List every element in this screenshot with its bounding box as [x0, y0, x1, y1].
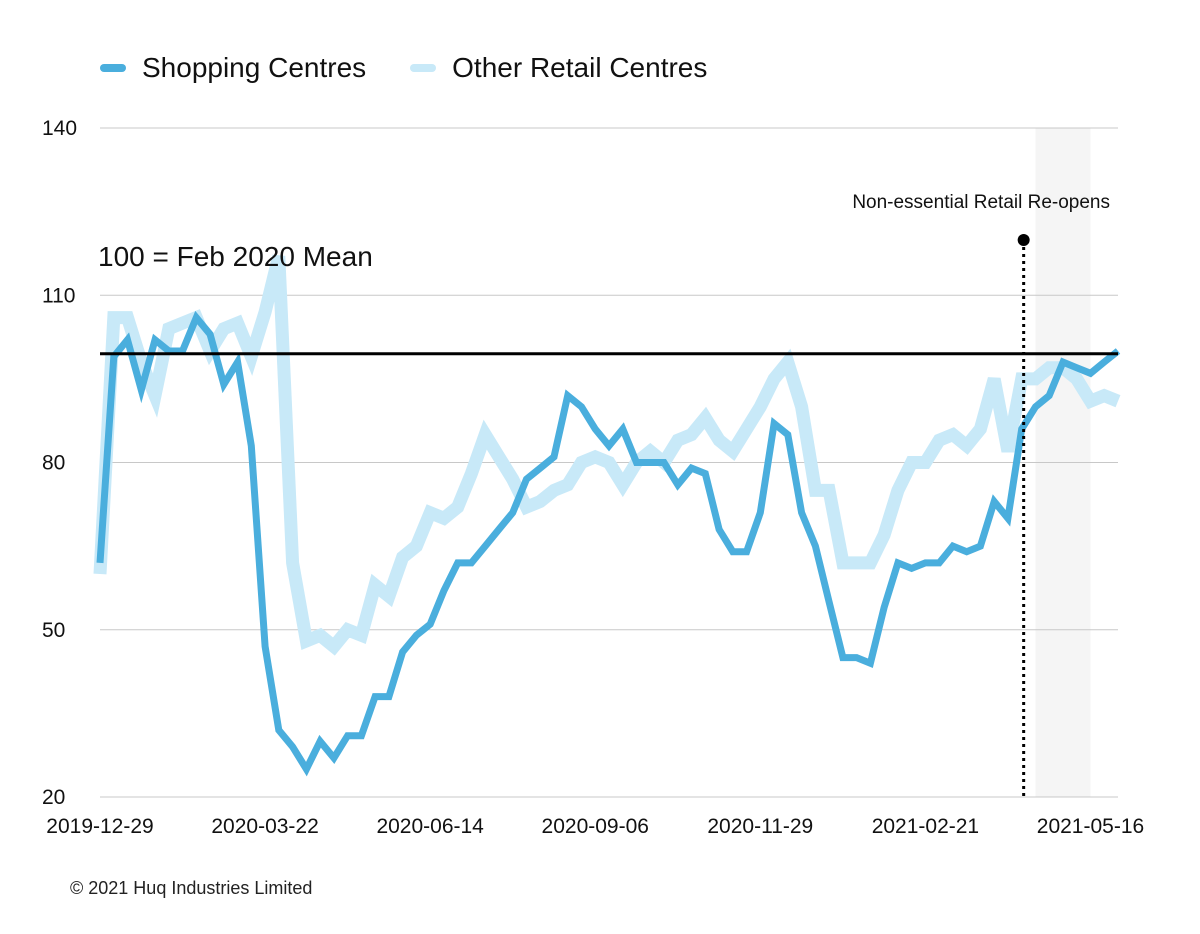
x-tick-label-2021-02-21: 2021-02-21 [872, 815, 979, 838]
legend-swatch-other-retail-centres [410, 64, 437, 72]
legend-label-other-retail-centres: Other Retail Centres [452, 52, 708, 83]
legend-item-other-retail-centres[interactable]: Other Retail Centres [410, 52, 707, 84]
x-tick-label-2020-09-06: 2020-09-06 [542, 815, 649, 838]
series-line-other-retail-centres [93, 254, 1121, 656]
event-label: Non-essential Retail Re-opens [852, 192, 1110, 213]
y-tick-label-20: 20 [42, 786, 65, 809]
series-line-shopping-centres [96, 310, 1121, 777]
event-marker-dot [1017, 234, 1030, 246]
x-tick-label-2019-12-29: 2019-12-29 [46, 815, 153, 838]
copyright-text: © 2021 Huq Industries Limited [70, 878, 313, 898]
x-tick-label-2020-11-29: 2020-11-29 [707, 815, 813, 838]
x-tick-label-2020-03-22: 2020-03-22 [211, 815, 318, 838]
x-tick-label-2021-05-16: 2021-05-16 [1037, 815, 1144, 838]
y-tick-label-110: 110 [42, 284, 75, 307]
reference-line-label: 100 = Feb 2020 Mean [98, 241, 373, 272]
y-tick-label-50: 50 [42, 619, 65, 642]
legend-swatch-shopping-centres [100, 64, 126, 72]
x-tick-label-2020-06-14: 2020-06-14 [376, 815, 484, 838]
legend-item-shopping-centres[interactable]: Shopping Centres [100, 52, 366, 84]
y-tick-label-80: 80 [42, 452, 65, 475]
legend-label-shopping-centres: Shopping Centres [142, 52, 367, 83]
chart-legend: Shopping Centres Other Retail Centres [100, 52, 751, 84]
y-tick-label-140: 140 [42, 117, 77, 140]
